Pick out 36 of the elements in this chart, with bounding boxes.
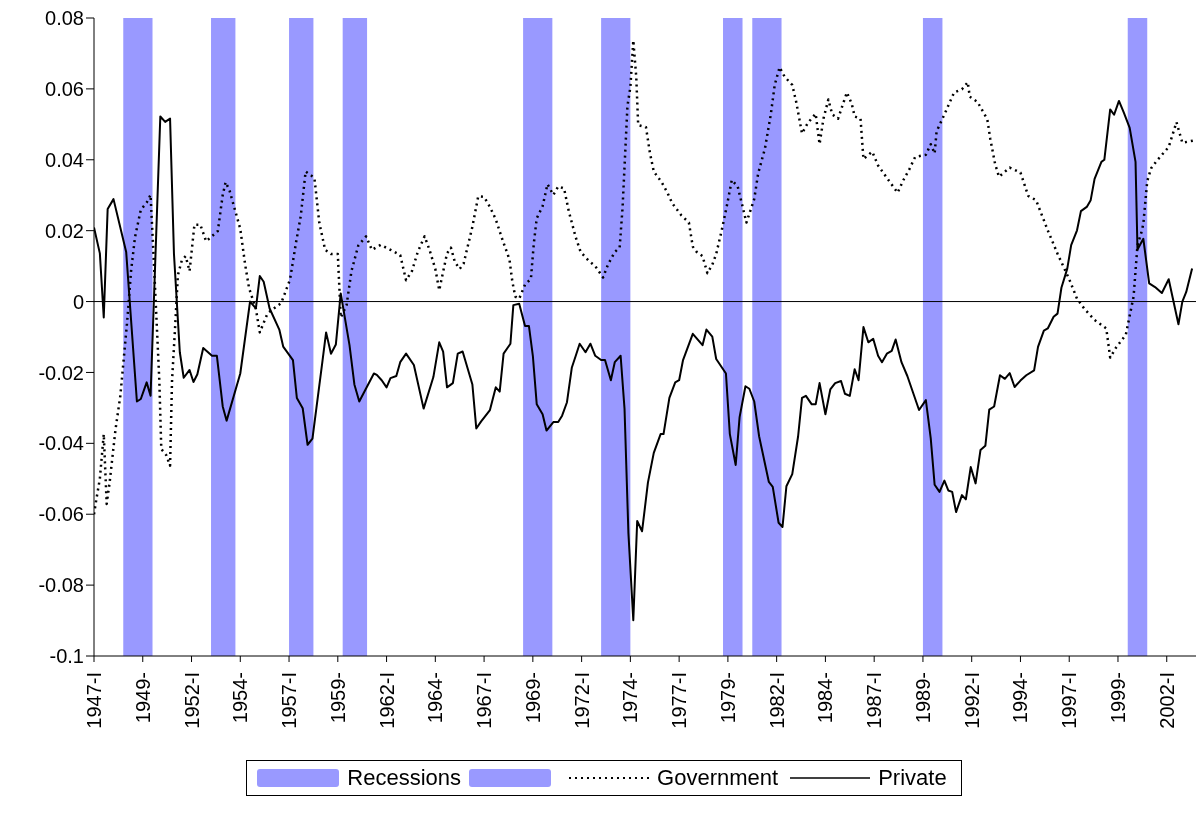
x-tick-label: 1984- [814, 672, 837, 724]
y-tick-label: 0.06 [45, 77, 84, 100]
x-tick-label: 1989- [911, 672, 934, 724]
x-tick-label: 1987-I [863, 672, 886, 729]
x-tick-label: 1972-I [570, 672, 593, 729]
x-tick-label: 1952-I [180, 672, 203, 729]
y-tick-label: -0.02 [38, 361, 84, 384]
x-tick-label: 1959- [326, 672, 349, 724]
x-tick-label: 1999- [1106, 672, 1129, 724]
x-tick-label: 1997-I [1058, 672, 1081, 729]
x-tick-label: 1967-I [473, 672, 496, 729]
x-tick-label: 1954- [229, 672, 252, 724]
y-tick-label: -0.1 [49, 645, 84, 668]
y-tick-label: 0.04 [45, 148, 84, 171]
x-tick-label: 1977-I [668, 672, 691, 729]
x-tick-label: 1969- [521, 672, 544, 724]
legend-label: Government [657, 765, 779, 791]
legend-label: Recessions [347, 765, 462, 791]
y-tick-label: -0.08 [38, 574, 84, 597]
x-tick-label: 1957-I [278, 672, 301, 729]
x-tick-label: 1982-I [765, 672, 788, 729]
x-tick-label: 1964- [424, 672, 447, 724]
y-tick-label: -0.06 [38, 503, 84, 526]
y-tick-label: -0.04 [38, 432, 84, 455]
x-tick-label: 1974- [619, 672, 642, 724]
x-tick-label: 1979- [716, 672, 739, 724]
x-tick-label: 2002-I [1155, 672, 1178, 729]
y-tick-label: 0.08 [45, 7, 84, 30]
legend-label: Private [878, 765, 947, 791]
x-tick-label: 1949- [131, 672, 154, 724]
x-tick-label: 1992-I [960, 672, 983, 729]
x-tick-label: 1962-I [375, 672, 398, 729]
x-tick-label: 1994- [1009, 672, 1032, 724]
y-tick-label: 0.02 [45, 219, 84, 242]
y-tick-label: 0 [72, 290, 84, 313]
x-tick-label: 1947-I [83, 672, 105, 729]
